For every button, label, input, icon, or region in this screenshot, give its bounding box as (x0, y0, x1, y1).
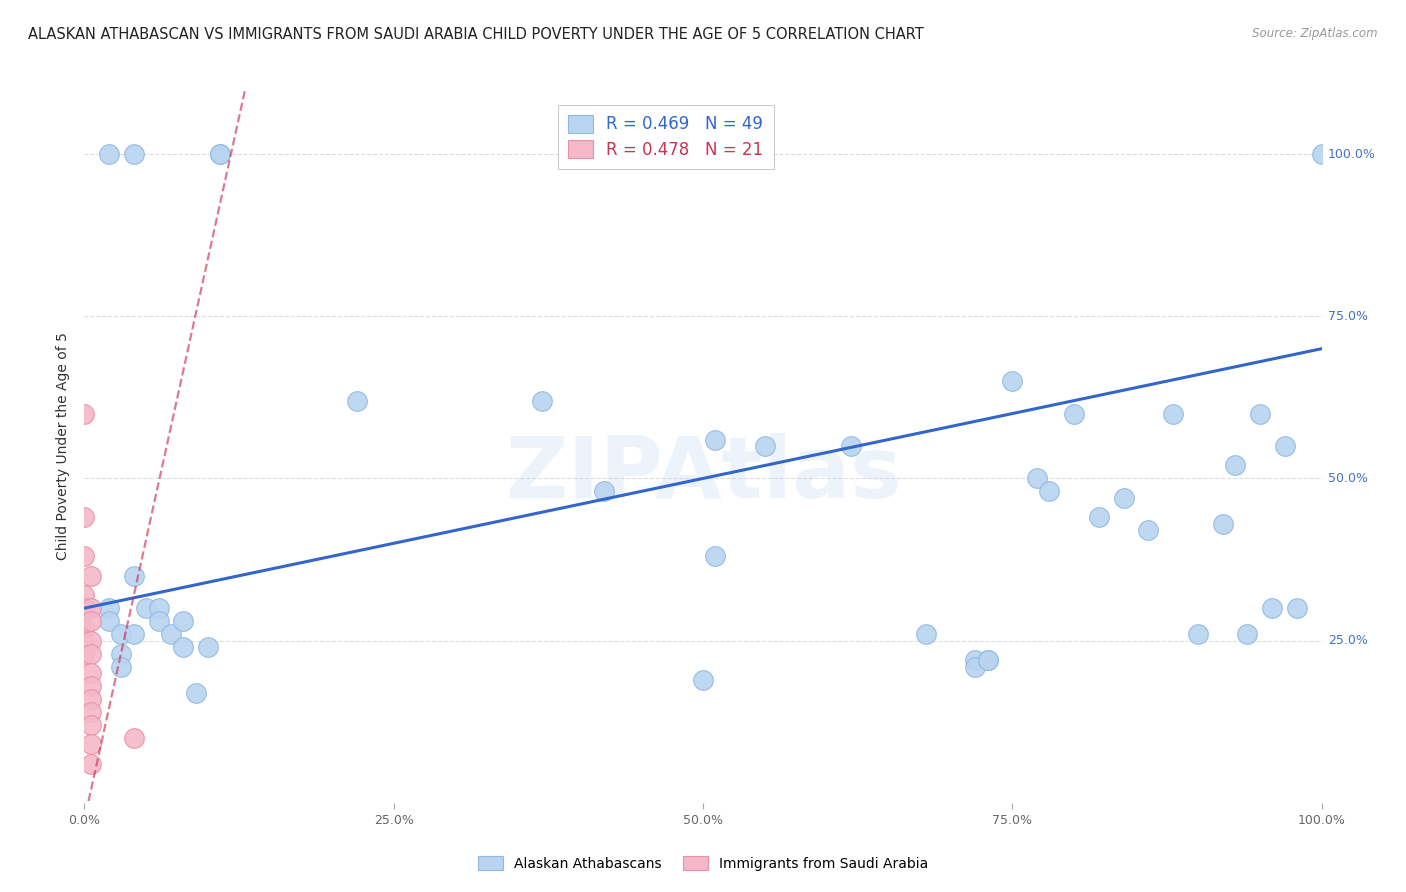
Point (122, 568, 145, 582)
Point (346, 393, 368, 408)
Point (98, 147, 121, 161)
Point (73, 601, 96, 615)
Point (1274, 439, 1296, 453)
Text: ZIPAtlas: ZIPAtlas (505, 433, 901, 516)
Point (1261, 601, 1284, 615)
Point (73, 588, 96, 602)
Point (209, 147, 232, 161)
Point (110, 627, 132, 641)
Point (1112, 491, 1135, 505)
Point (1088, 510, 1111, 524)
Text: 50.0%: 50.0% (1327, 472, 1368, 485)
Point (965, 659, 987, 673)
Point (1223, 458, 1246, 473)
Text: 25.0%: 25.0% (1327, 634, 1368, 647)
Point (110, 659, 132, 673)
Point (209, 147, 232, 161)
Point (73, 647, 96, 661)
Point (1038, 484, 1060, 499)
Legend: R = 0.469   N = 49, R = 0.478   N = 21: R = 0.469 N = 49, R = 0.478 N = 21 (558, 104, 773, 169)
Point (79, 738, 101, 752)
Point (73, 621, 96, 635)
Point (79, 666, 101, 681)
Point (172, 640, 194, 654)
Point (1001, 374, 1024, 388)
Point (1187, 627, 1209, 641)
Point (1236, 627, 1258, 641)
Point (1212, 516, 1234, 531)
Point (976, 653, 998, 667)
Point (148, 614, 170, 628)
Text: ALASKAN ATHABASCAN VS IMMIGRANTS FROM SAUDI ARABIA CHILD POVERTY UNDER THE AGE O: ALASKAN ATHABASCAN VS IMMIGRANTS FROM SA… (28, 27, 924, 42)
Point (79, 718, 101, 732)
Point (1026, 471, 1049, 485)
Point (1310, 147, 1333, 161)
Point (122, 731, 145, 745)
Point (73, 510, 96, 524)
Point (79, 614, 101, 628)
Point (79, 692, 101, 706)
Point (148, 601, 170, 615)
Point (135, 601, 157, 615)
Point (704, 433, 727, 447)
Point (593, 484, 616, 499)
Text: 75.0%: 75.0% (1327, 310, 1368, 323)
Point (692, 673, 714, 687)
Point (1137, 524, 1160, 538)
Point (160, 627, 183, 641)
Point (110, 647, 132, 661)
Point (122, 147, 145, 161)
Point (754, 439, 776, 453)
Point (531, 393, 554, 408)
Point (73, 633, 96, 648)
Point (841, 439, 863, 453)
Point (79, 601, 101, 615)
Text: Source: ZipAtlas.com: Source: ZipAtlas.com (1253, 27, 1378, 40)
Point (914, 627, 936, 641)
Point (73, 549, 96, 564)
Point (965, 653, 987, 667)
Point (79, 705, 101, 719)
Point (79, 679, 101, 693)
Y-axis label: Child Poverty Under the Age of 5: Child Poverty Under the Age of 5 (56, 332, 70, 560)
Text: 100.0%: 100.0% (1327, 147, 1375, 161)
Point (1249, 407, 1271, 421)
Legend: Alaskan Athabascans, Immigrants from Saudi Arabia: Alaskan Athabascans, Immigrants from Sau… (472, 850, 934, 876)
Point (184, 685, 207, 699)
Point (79, 568, 101, 582)
Point (79, 633, 101, 648)
Point (1285, 601, 1308, 615)
Point (98, 601, 121, 615)
Point (1161, 407, 1184, 421)
Point (1063, 407, 1085, 421)
Point (704, 549, 727, 564)
Point (976, 653, 998, 667)
Point (197, 640, 219, 654)
Point (98, 614, 121, 628)
Point (73, 407, 96, 421)
Point (79, 647, 101, 661)
Point (172, 614, 194, 628)
Point (122, 627, 145, 641)
Point (79, 756, 101, 771)
